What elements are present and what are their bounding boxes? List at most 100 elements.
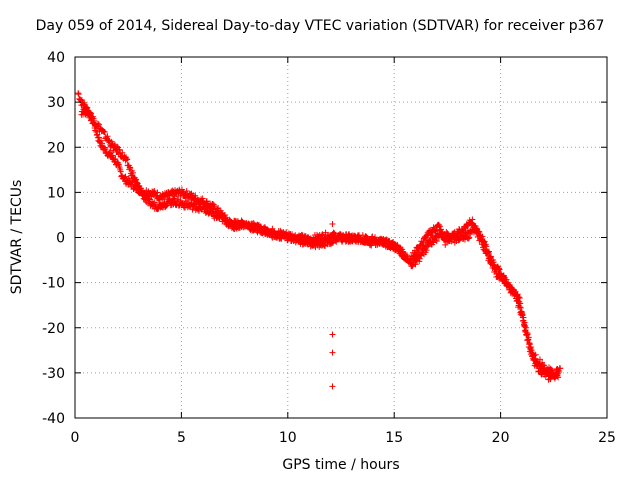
data-point: [526, 341, 533, 348]
data-point: [485, 248, 492, 255]
data-point: [203, 204, 210, 211]
data-point: [300, 236, 307, 243]
data-point: [209, 208, 216, 215]
data-point: [221, 215, 228, 222]
data-point: [145, 195, 152, 202]
data-point: [556, 368, 563, 375]
data-point: [121, 174, 128, 181]
data-point: [549, 369, 556, 376]
data-point: [283, 231, 290, 238]
x-tick-label: 5: [177, 430, 186, 446]
data-point: [466, 234, 473, 241]
y-tick-label: -30: [42, 366, 65, 382]
data-point: [517, 300, 524, 307]
data-point: [490, 259, 497, 266]
x-axis-label: GPS time / hours: [282, 457, 400, 473]
data-point: [377, 237, 384, 244]
data-point: [465, 235, 472, 242]
data-point: [519, 314, 526, 321]
data-point: [524, 331, 531, 338]
data-point: [391, 240, 398, 247]
data-point: [203, 198, 210, 205]
data-point: [436, 223, 443, 230]
data-point: [412, 261, 419, 268]
data-point: [257, 223, 264, 230]
data-point: [516, 304, 523, 311]
chart-title: Day 059 of 2014, Sidereal Day-to-day VTE…: [35, 18, 605, 34]
data-point: [329, 220, 336, 227]
data-point: [363, 233, 370, 240]
data-point: [136, 182, 143, 189]
data-point: [520, 317, 527, 324]
y-tick-label: 20: [47, 140, 65, 156]
y-tick-label: 0: [56, 231, 65, 247]
x-tick-label: 10: [279, 430, 297, 446]
data-point: [127, 164, 134, 171]
data-point: [542, 373, 549, 380]
y-tick-label: 10: [47, 185, 65, 201]
data-point: [515, 293, 522, 300]
data-point: [517, 304, 524, 311]
data-point: [115, 160, 122, 167]
data-point: [329, 349, 336, 356]
data-point: [444, 230, 451, 237]
data-point: [114, 143, 121, 150]
data-point: [385, 238, 392, 245]
data-point: [295, 234, 302, 241]
data-point: [199, 195, 206, 202]
data-point: [503, 276, 510, 283]
y-tick-label: 40: [47, 50, 65, 66]
data-point: [81, 99, 88, 106]
data-point: [133, 176, 140, 183]
data-point: [93, 128, 100, 135]
data-point: [102, 145, 109, 152]
data-point: [99, 140, 106, 147]
data-point: [144, 200, 151, 207]
data-point: [112, 156, 119, 163]
data-point: [214, 205, 221, 212]
data-point: [87, 110, 94, 117]
data-point: [104, 133, 111, 140]
data-point: [129, 169, 136, 176]
data-point: [518, 310, 525, 317]
data-point: [416, 255, 423, 262]
data-point: [191, 200, 198, 207]
data-point: [524, 330, 531, 337]
data-point: [496, 265, 503, 272]
data-point: [101, 144, 108, 151]
data-point: [109, 152, 116, 159]
data-point: [442, 241, 449, 248]
data-point: [536, 356, 543, 363]
data-point: [122, 173, 129, 180]
data-point: [192, 192, 199, 199]
data-point: [174, 197, 181, 204]
data-point: [154, 189, 161, 196]
data-point: [485, 249, 492, 256]
data-point: [527, 345, 534, 352]
data-point: [433, 238, 440, 245]
x-tick-label: 15: [385, 430, 403, 446]
data-point: [481, 238, 488, 245]
data-point: [130, 186, 137, 193]
data-point: [107, 148, 114, 155]
data-point: [91, 117, 98, 124]
data-point: [475, 228, 482, 235]
data-point: [547, 376, 554, 383]
data-point: [106, 149, 113, 156]
data-points: [75, 90, 564, 390]
data-point: [483, 243, 490, 250]
data-point: [183, 188, 190, 195]
data-point: [329, 331, 336, 338]
data-point: [189, 206, 196, 213]
data-point: [95, 121, 102, 128]
data-point: [438, 226, 445, 233]
data-point: [416, 258, 423, 265]
x-tick-label: 20: [492, 430, 510, 446]
data-point: [321, 242, 328, 249]
data-point: [555, 374, 562, 381]
data-point: [222, 214, 229, 221]
data-point: [525, 334, 532, 341]
data-point: [135, 183, 142, 190]
data-point: [464, 229, 471, 236]
